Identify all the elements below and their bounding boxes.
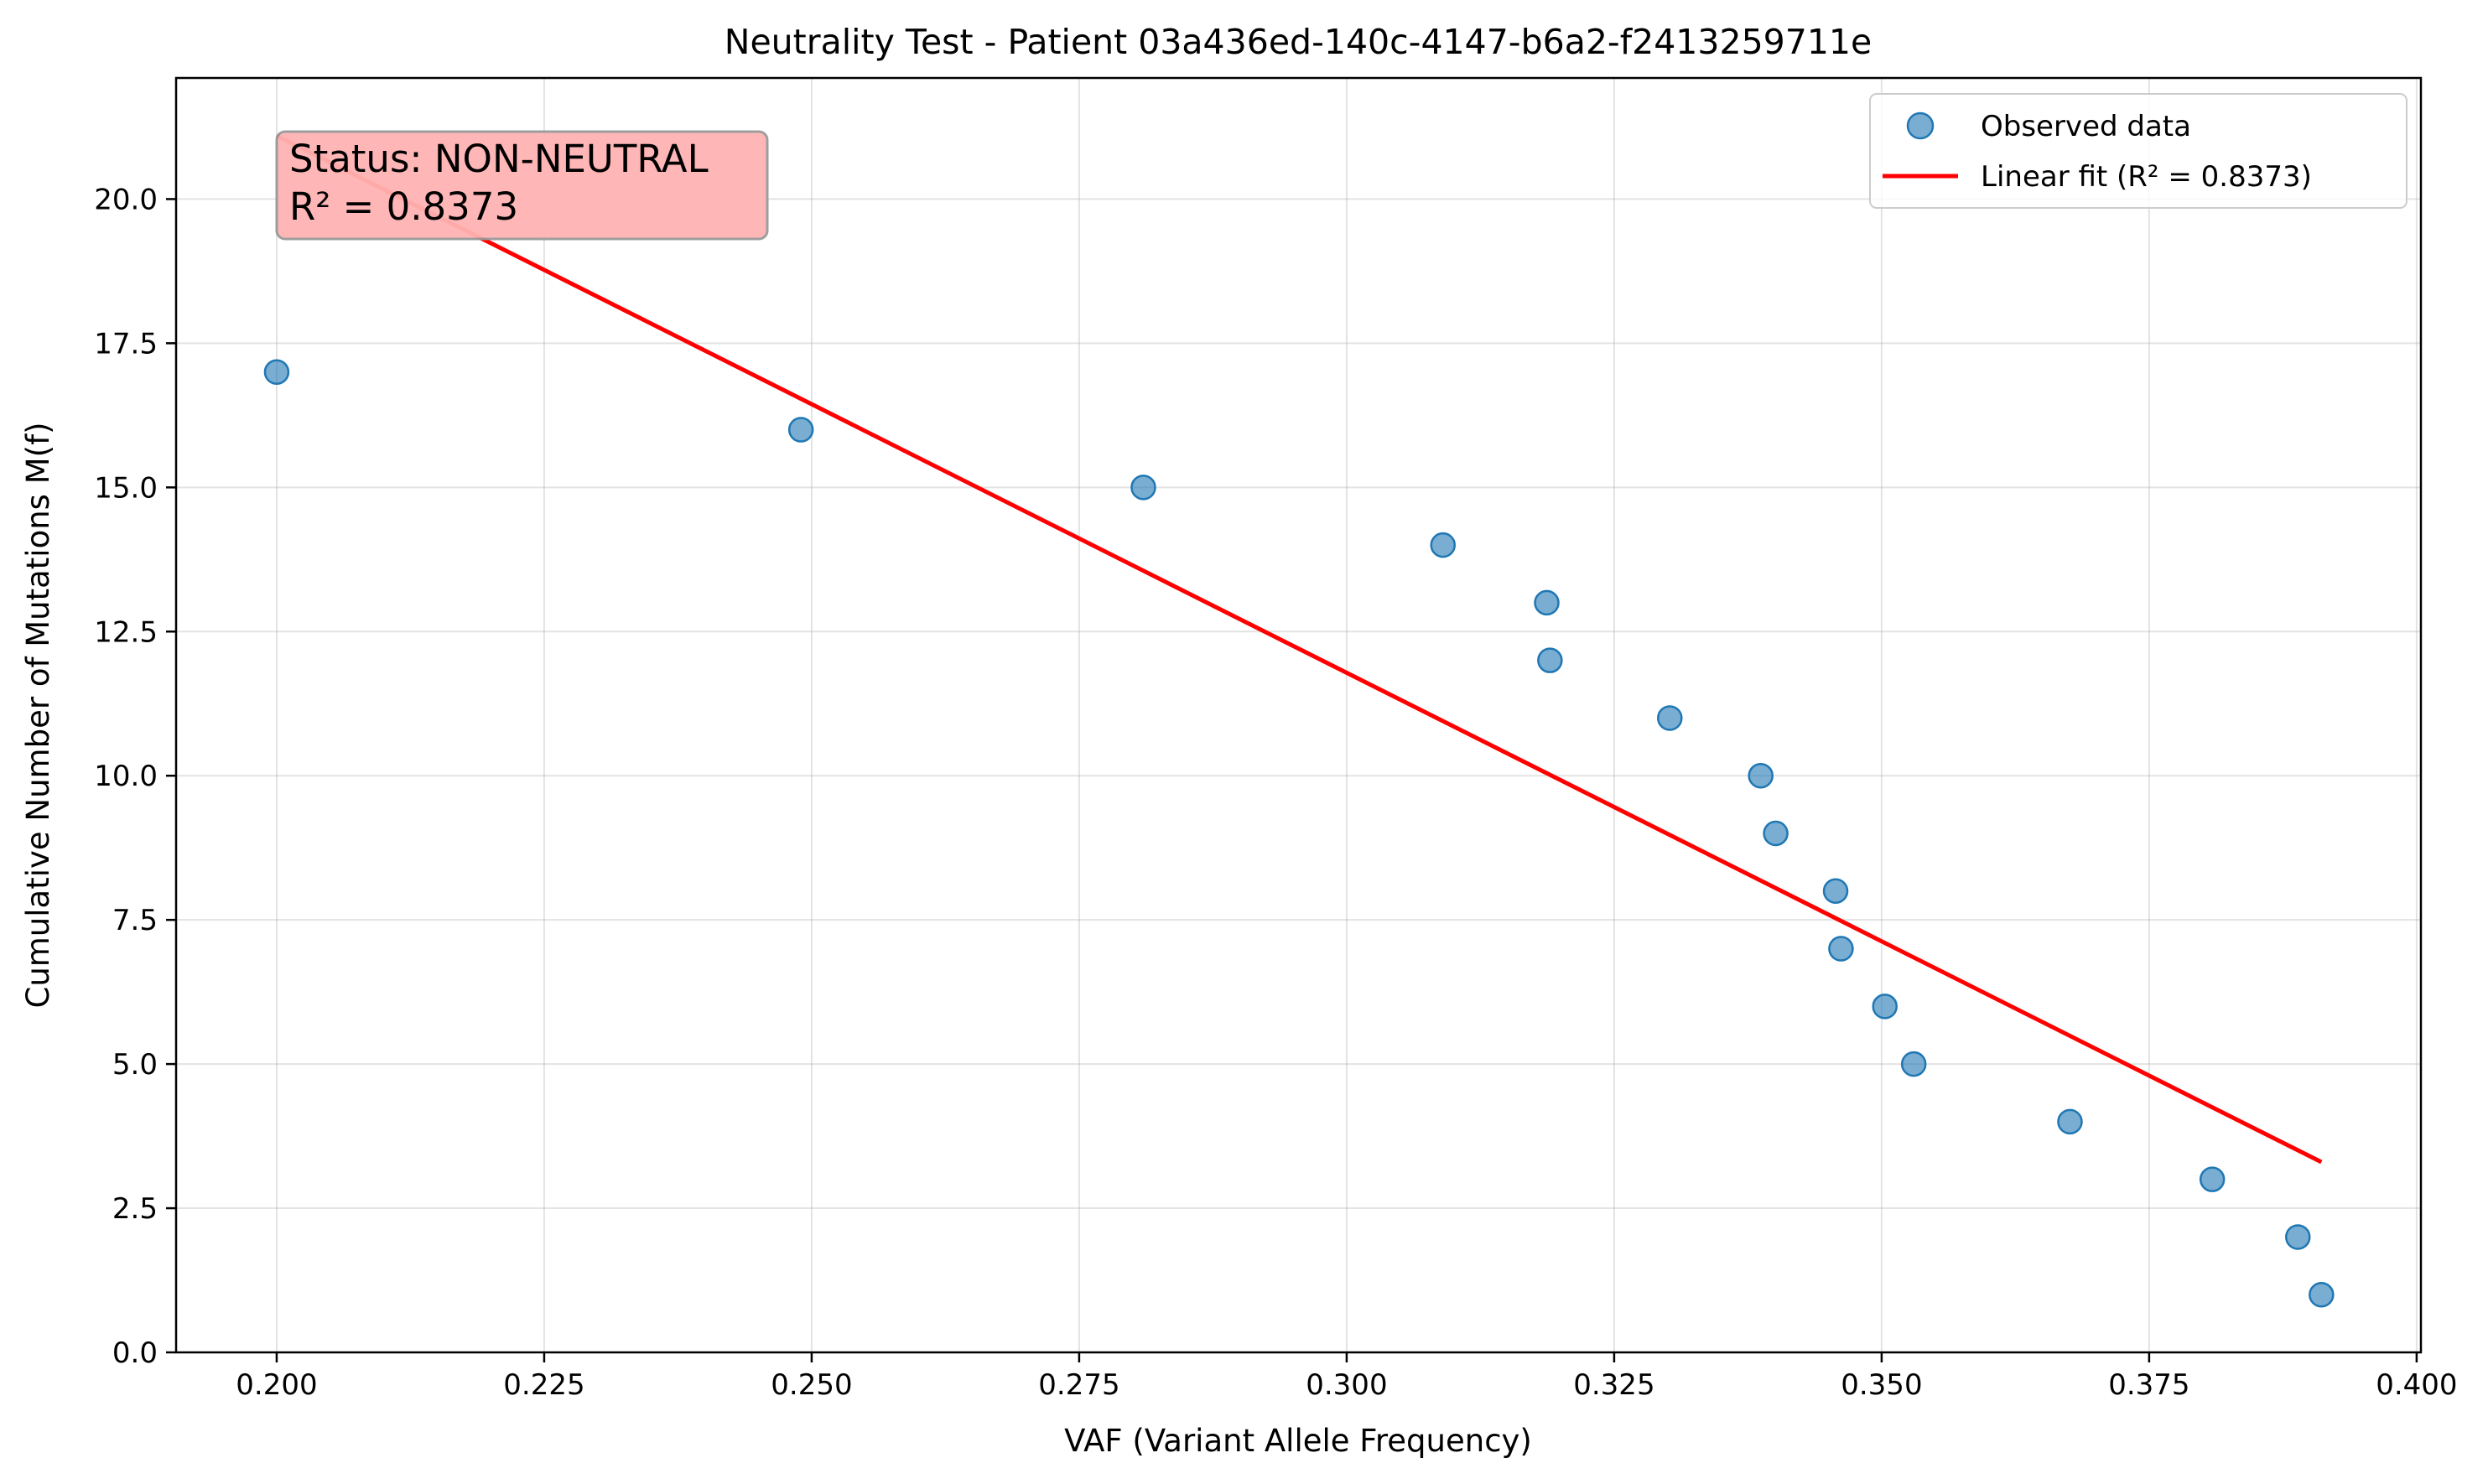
x-tick-label: 0.225 [503,1368,584,1402]
data-point [787,417,814,443]
x-tick-label: 0.275 [1038,1368,1119,1402]
status-annotation: Status: NON-NEUTRAL R² = 0.8373 [275,130,769,241]
y-tick-label: 12.5 [94,615,158,649]
y-tick-label: 0.0 [112,1336,158,1370]
x-tick-label: 0.400 [2376,1368,2457,1402]
data-point [1900,1051,1927,1077]
x-tick-label: 0.300 [1306,1368,1387,1402]
data-point [1130,475,1156,501]
data-point [263,359,290,386]
data-point [2199,1166,2226,1192]
data-point [1763,820,1789,847]
status-text: Status: NON-NEUTRAL [289,137,709,181]
legend-box [1869,93,2407,209]
data-point [1657,705,1683,731]
plot-frame [174,76,2423,1354]
data-point [1748,762,1774,789]
axis-ticks: 0.200 0.225 0.250 0.275 0.300 0.325 0.350 0.375… [94,183,2457,1402]
y-tick-label: 7.5 [112,904,158,937]
data-point [1872,994,1898,1020]
data-point [2309,1281,2335,1308]
fit-line [275,133,2323,1165]
x-tick-label: 0.350 [1841,1368,1922,1402]
data-point [1828,936,1854,962]
x-tick-label: 0.375 [2108,1368,2189,1402]
x-tick-label: 0.250 [771,1368,852,1402]
y-tick-label: 10.0 [94,760,158,793]
chart-title: Neutrality Test - Patient 03a436ed-140c-… [725,22,1872,62]
y-tick-label: 15.0 [94,471,158,505]
data-point [1430,532,1457,558]
x-axis-label: VAF (Variant Allele Frequency) [1064,1423,1532,1459]
scatter-points [263,359,2335,1308]
data-point [1822,878,1849,905]
legend: Observed data Linear fit (R² = 0.8373) [1869,93,2407,209]
y-tick-label: 20.0 [94,183,158,216]
y-tick-label: 17.5 [94,327,158,361]
legend-label-fit: Linear fit (R² = 0.8373) [1981,160,2312,194]
data-point [1537,647,1563,673]
data-point [1534,589,1560,616]
y-tick-label: 2.5 [112,1192,158,1226]
x-tick-label: 0.325 [1573,1368,1654,1402]
legend-label-observed: Observed data [1981,110,2191,143]
data-point [2057,1108,2083,1135]
x-tick-label: 0.200 [236,1368,317,1402]
y-tick-label: 5.0 [112,1048,158,1082]
r-squared-text: R² = 0.8373 [289,184,518,229]
legend-marker-observed [1906,112,1935,140]
y-axis-label: Cumulative Number of Mutations M(f) [20,422,56,1008]
status-box [275,130,769,241]
data-point [2285,1224,2311,1250]
fit-line-layer [275,133,2323,1165]
